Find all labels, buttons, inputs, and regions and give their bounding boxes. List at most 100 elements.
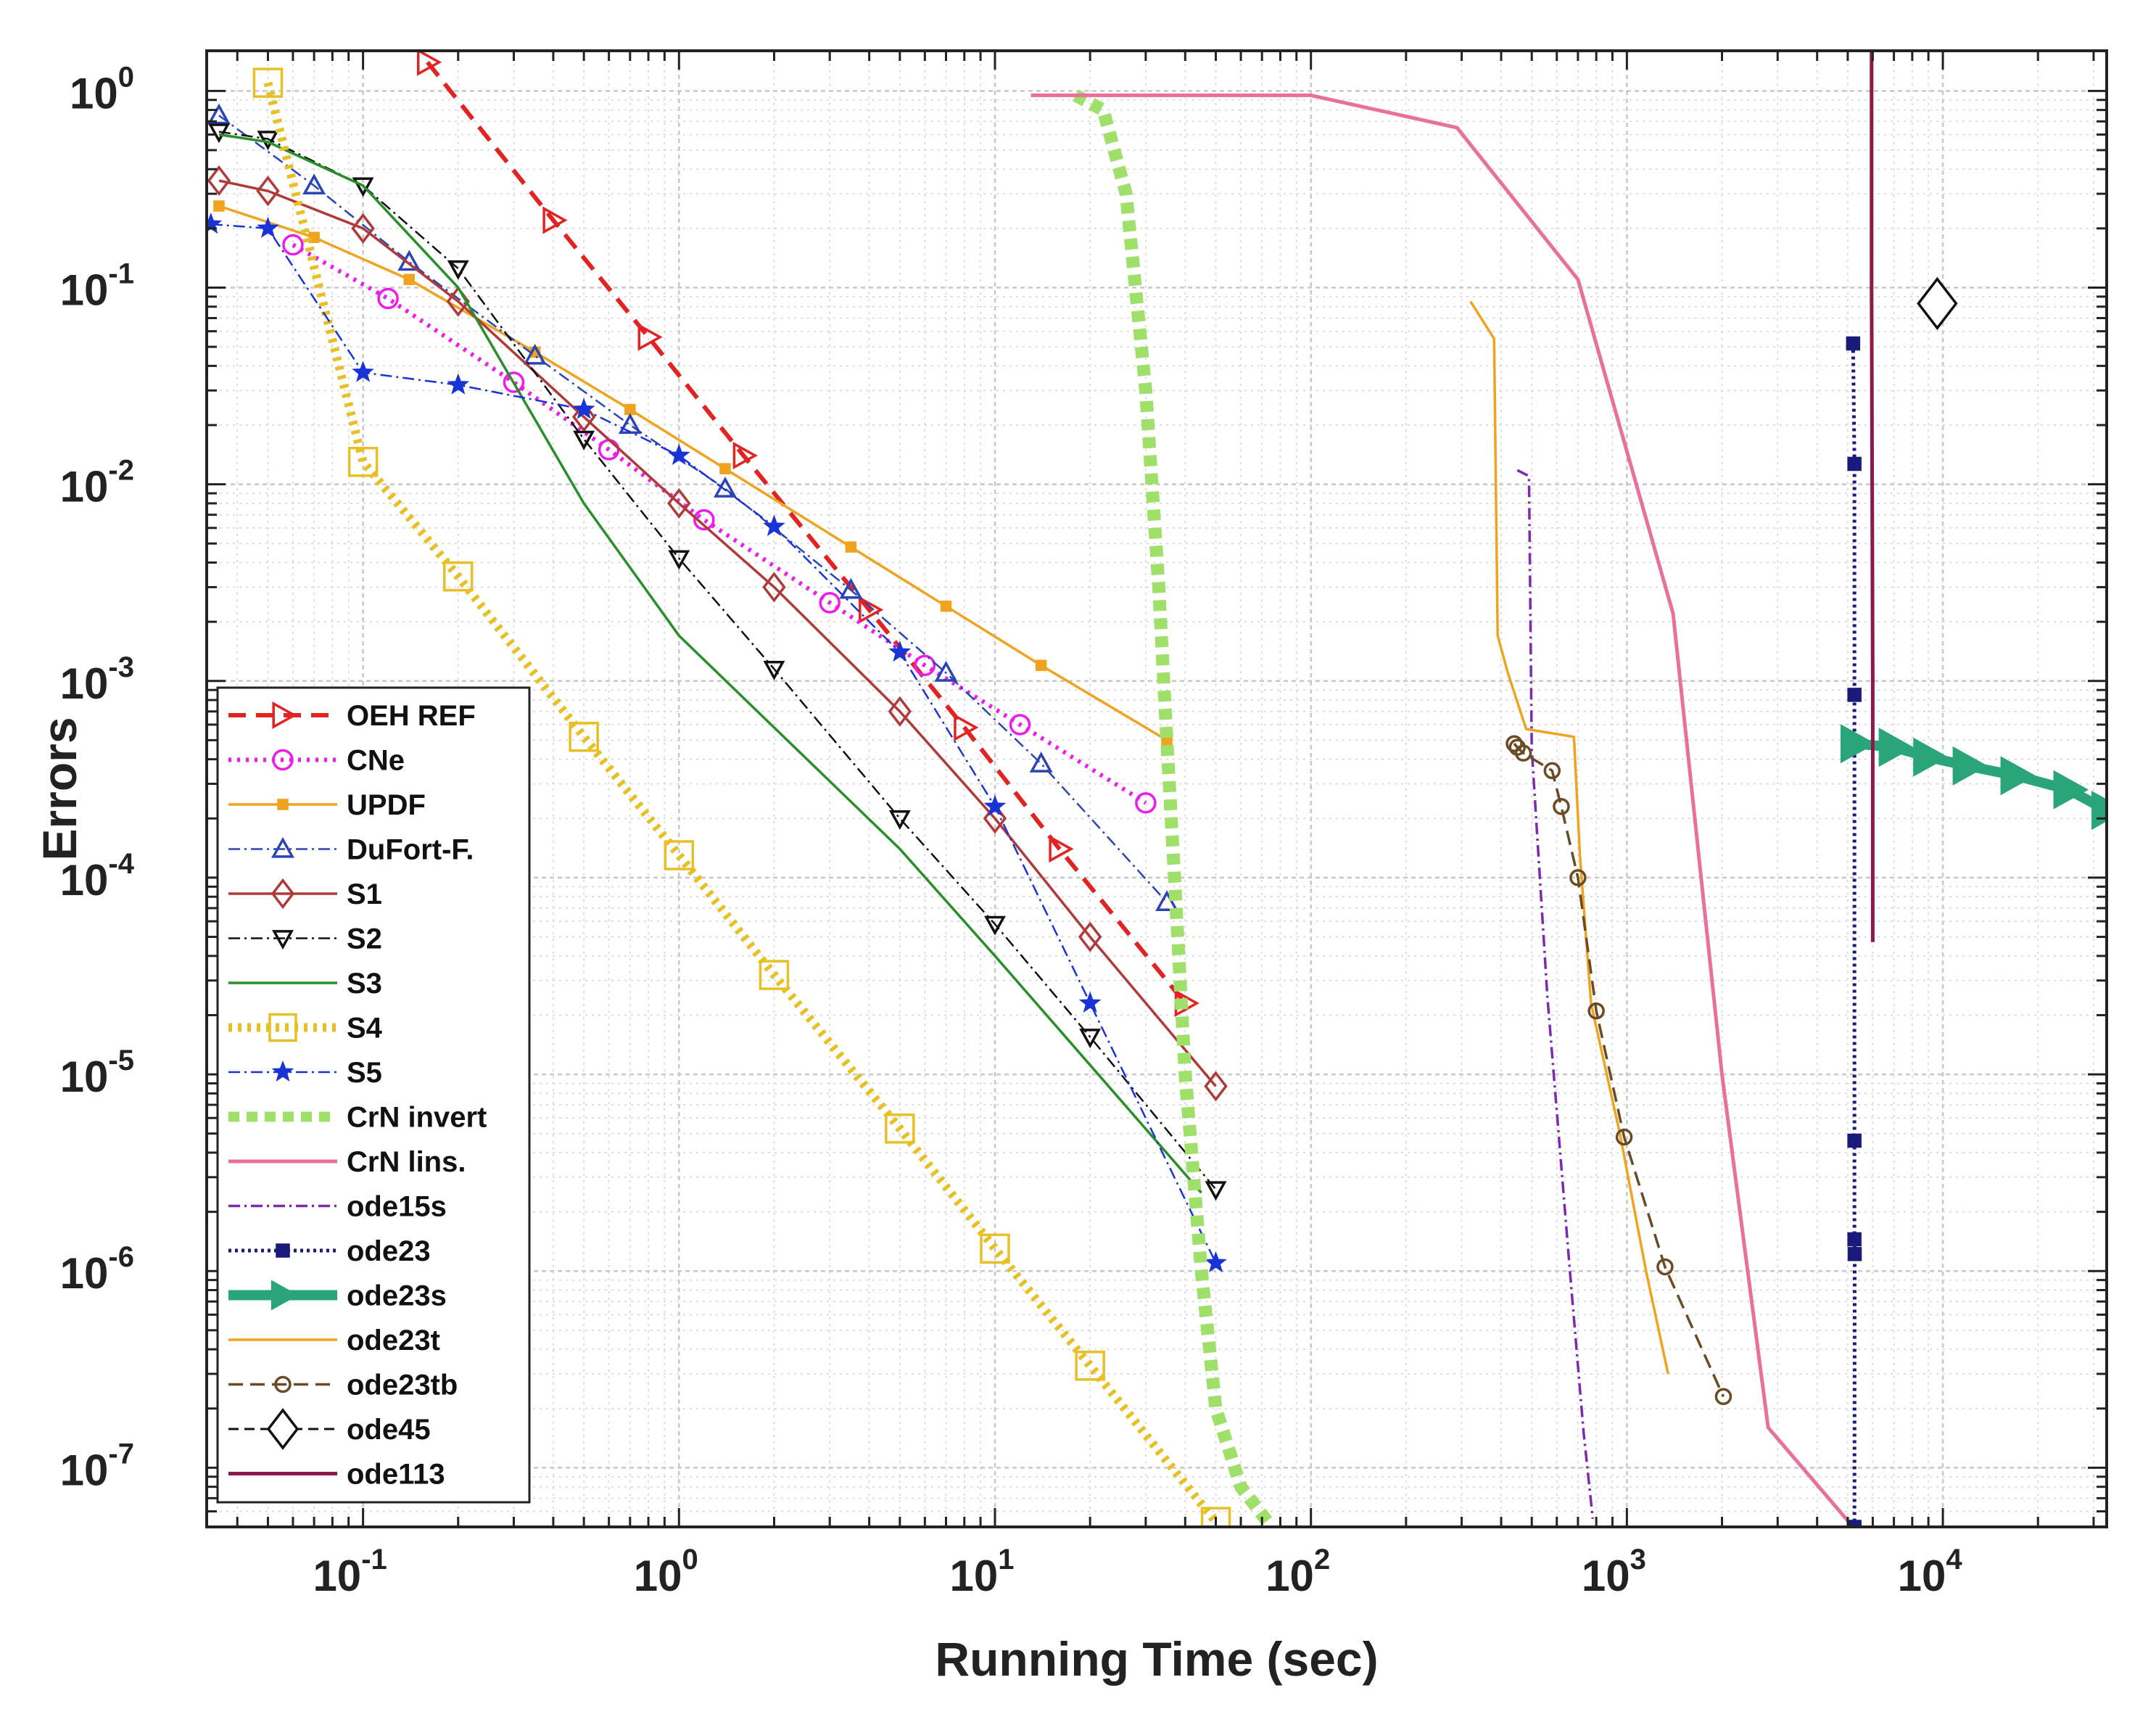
data-point [1543,762,1561,780]
legend-marker [272,930,294,950]
data-point [885,1113,915,1144]
data-point [2053,770,2089,810]
legend-entry: S3 [228,968,382,1000]
data-point [637,323,663,351]
series-s5 [207,212,1227,1273]
legend-label: S2 [347,923,382,955]
y-tick-label: 10-7 [60,1438,134,1494]
data-point [984,915,1006,936]
data-point [732,442,758,469]
series-ode15s [1516,469,1595,1519]
data-point [693,508,715,531]
legend-label: ode23tb [347,1370,458,1401]
series-s1 [207,165,1228,1102]
data-point [940,600,952,612]
legend-entry: ode45 [228,1408,431,1450]
data-point [762,572,786,603]
x-tick-label: 102 [1265,1544,1330,1600]
legend-entry: S1 [228,878,382,910]
data-point [1714,1388,1732,1406]
data-point [839,577,863,599]
legend-label: CrN lins. [347,1146,466,1178]
series-ode113 [1870,51,1875,942]
series-ode23tb [1506,735,1732,1406]
data-point [888,810,911,830]
series-line [218,205,1168,741]
data-point [1587,1002,1605,1020]
data-point [447,373,470,395]
series-line [218,133,1202,1194]
legend-entry: ode113 [228,1459,445,1491]
data-point [351,213,375,244]
series-updf [213,200,1173,746]
data-point [1553,798,1570,815]
legend-entry: UPDF [228,789,426,821]
data-point [377,287,399,310]
legend-entry: S2 [228,923,382,955]
data-point [573,430,595,450]
data-point [302,173,326,195]
legend-marker [270,878,295,910]
data-point [888,696,912,727]
legend-entry: S5 [228,1057,382,1089]
data-point [845,541,857,553]
data-point [213,200,225,212]
series-ode23 [1846,336,1862,1527]
data-point [983,803,1007,834]
legend: OEH REF CNe UPDF DuFort-F. S1 S2 S3 S4 S5 CrN inv… [216,686,531,1504]
series-line [426,60,1187,1005]
data-point [980,1233,1010,1264]
series-line [1030,93,1855,1527]
x-tick-label: 103 [1582,1544,1646,1600]
data-point [1075,1351,1105,1381]
legend-label: OEH REF [347,700,476,732]
data-point [1079,1029,1102,1049]
data-point [1569,869,1587,886]
y-tick-label: 10-3 [60,651,134,708]
legend-label: S4 [347,1013,383,1045]
legend-label: S1 [347,878,382,910]
legend-entry: OEH REF [228,700,476,732]
legend-entry: CrN invert [228,1102,487,1134]
legend-label: CrN invert [347,1102,487,1134]
legend-entry: S4 [228,1013,383,1045]
data-point [1078,921,1102,952]
series-line [1516,469,1595,1519]
legend-label: S5 [347,1057,382,1089]
legend-marker [271,836,294,858]
data-point [257,216,279,238]
data-point [1656,1258,1674,1276]
x-tick-label: 104 [1898,1544,1963,1600]
y-tick-label: 100 [70,61,134,118]
legend-entry: ode15s [228,1191,447,1223]
data-point [523,343,547,365]
data-point [1847,688,1862,702]
legend-entry: CrN lins. [228,1146,466,1178]
legend-entry: ode23 [228,1235,431,1267]
series-line [1072,89,1277,1527]
legend-entry: ode23s [228,1280,447,1312]
legend-label: S3 [347,968,382,1000]
data-point [308,231,320,244]
legend-marker [274,1375,292,1393]
data-point [888,641,912,662]
data-point [447,260,469,280]
data-point [1205,1251,1227,1273]
legend-marker [277,799,289,810]
data-point [1878,728,1915,767]
data-point [347,446,379,477]
legend-marker [266,1408,300,1450]
y-tick-label: 10-4 [60,848,135,905]
data-point [624,403,636,416]
data-point [667,443,690,466]
data-point [763,514,785,536]
series-crn-lins- [1030,93,1855,1527]
series-layer [207,51,2107,1527]
data-point [859,596,884,624]
x-tick-label: 10-1 [313,1544,387,1600]
data-point [1952,746,1988,786]
data-point [569,722,599,752]
data-point [416,51,442,76]
legend-label: CNe [347,745,405,777]
